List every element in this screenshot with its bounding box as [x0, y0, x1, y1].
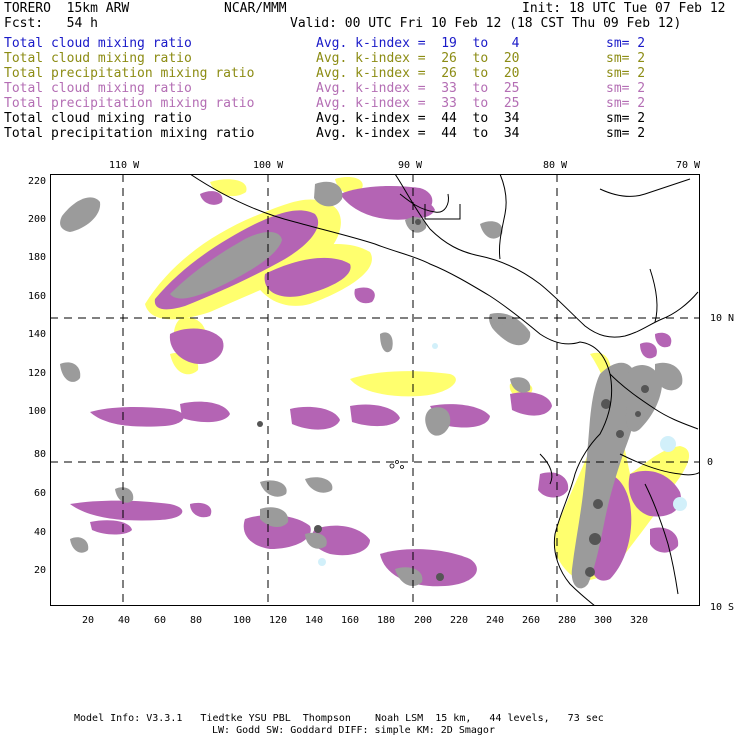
- x-tick: 140: [305, 615, 324, 626]
- lon-label: 70 W: [676, 160, 701, 171]
- physics-info: LW: Godd SW: Goddard DIFF: simple KM: 2D…: [212, 725, 495, 736]
- y-tick: 160: [28, 291, 47, 302]
- x-tick: 180: [377, 615, 396, 626]
- legend-sm: sm= 2: [606, 66, 646, 81]
- legend-sm: sm= 2: [606, 81, 646, 96]
- x-tick: 200: [414, 615, 433, 626]
- legend-label: Total cloud mixing ratio: [4, 81, 192, 96]
- x-tick: 160: [341, 615, 360, 626]
- map-canvas: [50, 174, 700, 606]
- lon-label: 110 W: [109, 160, 140, 171]
- legend-sm: sm= 2: [606, 111, 646, 126]
- legend-sm: sm= 2: [606, 126, 646, 141]
- y-tick: 40: [34, 527, 47, 538]
- cloud-fields: [60, 176, 690, 589]
- lightblue-cloud-field: [318, 343, 687, 566]
- latlon-grid: [50, 174, 700, 606]
- valid-time: Valid: 00 UTC Fri 10 Feb 12 (18 CST Thu …: [290, 16, 682, 31]
- lon-label: 100 W: [253, 160, 284, 171]
- y-tick: 20: [34, 565, 47, 576]
- x-tick: 60: [154, 615, 167, 626]
- legend-kindex: Avg. k-index = 44 to 34: [316, 126, 520, 141]
- x-tick: 20: [82, 615, 95, 626]
- y-tick: 140: [28, 329, 47, 340]
- x-tick: 240: [486, 615, 505, 626]
- model-title: TORERO 15km ARW: [4, 1, 130, 16]
- legend-kindex: Avg. k-index = 33 to 25: [316, 81, 520, 96]
- x-tick: 120: [269, 615, 288, 626]
- legend-sm: sm= 2: [606, 36, 646, 51]
- dark-core-field: [257, 219, 649, 581]
- legend-label: Total cloud mixing ratio: [4, 111, 192, 126]
- legend-kindex: Avg. k-index = 19 to 4: [316, 36, 520, 51]
- lat-label: 10 N: [710, 313, 735, 324]
- legend-label: Total precipitation mixing ratio: [4, 126, 255, 141]
- x-tick: 280: [558, 615, 577, 626]
- x-tick: 260: [522, 615, 541, 626]
- model-info: Model Info: V3.3.1 Tiedtke YSU PBL Thomp…: [74, 713, 604, 724]
- forecast-map: [50, 174, 700, 606]
- map-frame: [50, 174, 700, 606]
- forecast-hour: Fcst: 54 h: [4, 16, 98, 31]
- legend-sm: sm= 2: [606, 51, 646, 66]
- y-tick: 220: [28, 176, 47, 187]
- galapagos-islands: [389, 460, 404, 469]
- legend-kindex: Avg. k-index = 33 to 25: [316, 96, 520, 111]
- center-name: NCAR/MMM: [224, 1, 287, 16]
- lon-label: 90 W: [398, 160, 423, 171]
- legend-label: Total precipitation mixing ratio: [4, 66, 255, 81]
- gray-cloud-field: [60, 181, 683, 589]
- legend-label: Total precipitation mixing ratio: [4, 96, 255, 111]
- coastlines: [189, 174, 700, 606]
- y-tick: 100: [28, 406, 47, 417]
- x-tick: 300: [594, 615, 613, 626]
- lat-label: 0: [707, 457, 714, 468]
- lat-label: 10 S: [710, 602, 735, 613]
- y-tick: 120: [28, 368, 47, 379]
- init-time: Init: 18 UTC Tue 07 Feb 12: [522, 1, 726, 16]
- x-tick: 80: [190, 615, 203, 626]
- x-tick: 40: [118, 615, 131, 626]
- legend-label: Total cloud mixing ratio: [4, 36, 192, 51]
- x-tick: 320: [630, 615, 649, 626]
- y-tick: 60: [34, 488, 47, 499]
- legend-label: Total cloud mixing ratio: [4, 51, 192, 66]
- y-tick: 180: [28, 252, 47, 263]
- y-tick: 80: [34, 449, 47, 460]
- x-tick: 220: [450, 615, 469, 626]
- legend-kindex: Avg. k-index = 26 to 20: [316, 66, 520, 81]
- y-tick: 200: [28, 214, 47, 225]
- lon-label: 80 W: [543, 160, 568, 171]
- x-tick: 100: [233, 615, 252, 626]
- legend-kindex: Avg. k-index = 26 to 20: [316, 51, 520, 66]
- legend-kindex: Avg. k-index = 44 to 34: [316, 111, 520, 126]
- legend-sm: sm= 2: [606, 96, 646, 111]
